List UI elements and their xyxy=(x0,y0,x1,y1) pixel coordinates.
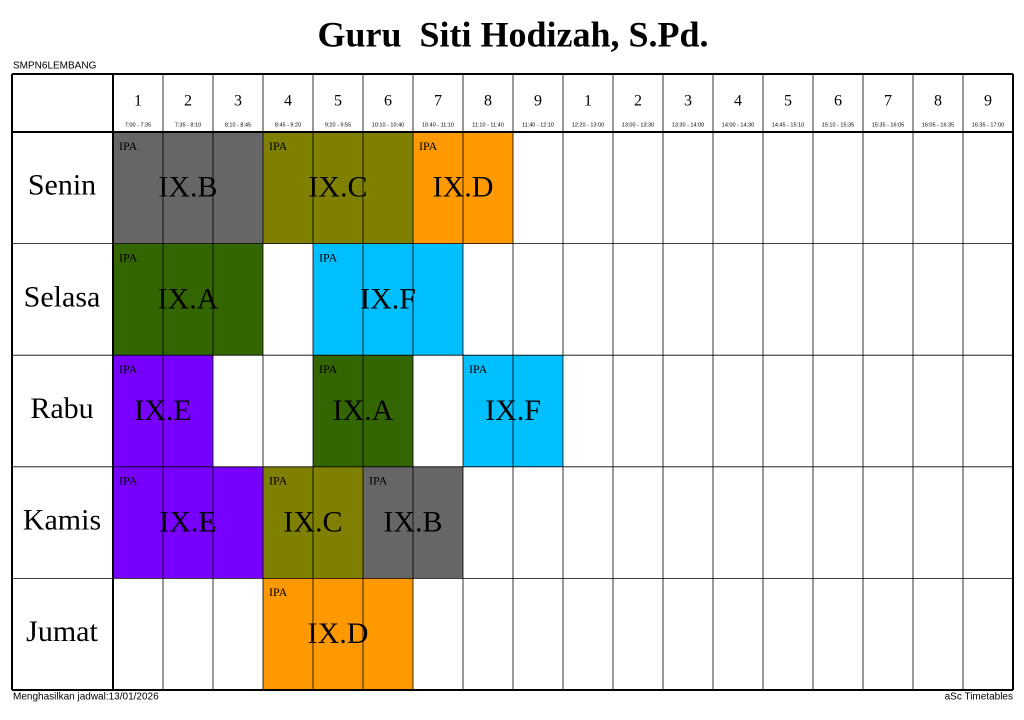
period-number: 7 xyxy=(884,93,892,110)
lesson-class: IX.E xyxy=(159,505,216,538)
period-number: 2 xyxy=(184,93,192,110)
lesson-subject: IPA xyxy=(269,474,288,488)
period-time: 10:40 - 11:10 xyxy=(422,122,454,128)
lesson-subject: IPA xyxy=(469,362,488,376)
period-time: 7:00 - 7:35 xyxy=(125,122,151,128)
grid: 1 7:00 - 7:35 2 7:35 - 8:10 3 8:10 - 8:45 4 8:4… xyxy=(23,93,1004,648)
day-name: Jumat xyxy=(26,615,98,648)
period-number: 3 xyxy=(684,93,692,110)
lesson-subject: IPA xyxy=(419,139,438,153)
period-time: 13:00 - 13:30 xyxy=(622,122,654,128)
lesson-subject: IPA xyxy=(269,585,288,599)
lesson-cell xyxy=(313,243,463,356)
period-time: 16:05 - 16:35 xyxy=(922,122,954,128)
period-time: 15:10 - 15:35 xyxy=(822,122,854,128)
lesson-subject: IPA xyxy=(319,250,338,264)
period-time: 14:45 - 15:10 xyxy=(772,122,804,128)
period-time: 12:20 - 13:00 xyxy=(572,122,604,128)
day-name: Senin xyxy=(28,169,96,202)
period-number: 4 xyxy=(284,93,292,110)
period-time: 8:10 - 8:45 xyxy=(225,122,251,128)
day-name: Kamis xyxy=(23,503,101,536)
period-number: 9 xyxy=(984,93,992,110)
footer-generated: Menghasilkan jadwal:13/01/2026 xyxy=(13,692,159,703)
lesson-cell xyxy=(263,578,413,690)
lesson-class: IX.B xyxy=(158,171,217,204)
period-number: 6 xyxy=(384,93,392,110)
period-time: 15:35 - 16:05 xyxy=(872,122,904,128)
period-number: 5 xyxy=(784,93,792,110)
period-number: 5 xyxy=(334,93,342,110)
lessons: IPA IX.B IPA IX.C IPA IX.D IPA IX.A IPA IX.F IPA IX… xyxy=(113,132,563,690)
lesson-subject: IPA xyxy=(269,139,288,153)
lesson-class: IX.C xyxy=(308,171,367,204)
lesson-subject: IPA xyxy=(319,362,338,376)
lesson-subject: IPA xyxy=(119,474,138,488)
period-time: 8:45 - 9:20 xyxy=(275,122,301,128)
period-number: 4 xyxy=(734,93,742,110)
lesson-class: IX.D xyxy=(308,617,369,650)
period-number: 8 xyxy=(934,93,942,110)
period-time: 13:30 - 14:00 xyxy=(672,122,704,128)
lines xyxy=(11,73,1014,691)
period-time: 10:10 - 10:40 xyxy=(372,122,404,128)
footer-software: aSc Timetables xyxy=(945,692,1013,703)
period-time: 7:35 - 8:10 xyxy=(175,122,201,128)
period-number: 6 xyxy=(834,93,842,110)
period-time: 14:00 - 14:30 xyxy=(722,122,754,128)
period-number: 2 xyxy=(634,93,642,110)
lesson-class: IX.A xyxy=(158,282,219,315)
period-number: 1 xyxy=(584,93,592,110)
lesson-class: IX.F xyxy=(360,282,416,315)
period-time: 11:40 - 12:10 xyxy=(522,122,554,128)
lesson-subject: IPA xyxy=(119,362,138,376)
lesson-cell xyxy=(113,132,263,244)
school: SMPN6LEMBANG xyxy=(13,61,97,72)
lesson-subject: IPA xyxy=(119,139,138,153)
day-name: Selasa xyxy=(24,280,101,313)
period-number: 7 xyxy=(434,93,442,110)
lesson-cell xyxy=(113,466,263,579)
title: Guru Siti Hodizah, S.Pd. xyxy=(317,14,708,54)
lesson-subject: IPA xyxy=(369,474,388,488)
period-time: 11:10 - 11:40 xyxy=(472,122,504,128)
period-number: 1 xyxy=(134,93,142,110)
lesson-subject: IPA xyxy=(119,250,138,264)
period-number: 8 xyxy=(484,93,492,110)
day-name: Rabu xyxy=(30,392,93,425)
lesson-cell xyxy=(113,243,263,356)
period-number: 9 xyxy=(534,93,542,110)
period-time: 16:35 - 17:00 xyxy=(972,122,1004,128)
period-number: 3 xyxy=(234,93,242,110)
lesson-cell xyxy=(263,132,413,244)
period-time: 9:20 - 9:55 xyxy=(325,122,351,128)
